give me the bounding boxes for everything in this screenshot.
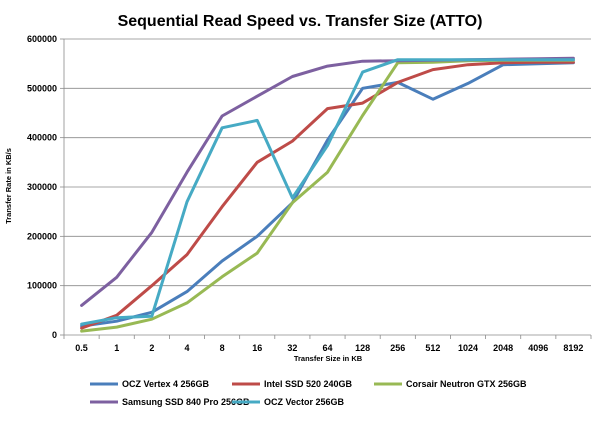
x-tick-label: 0.5: [75, 343, 88, 353]
y-tick-label: 600000: [27, 34, 57, 44]
x-tick-label: 8192: [563, 343, 583, 353]
x-tick-label: 1024: [458, 343, 478, 353]
y-tick-label: 100000: [27, 281, 57, 291]
y-axis-title: Transfer Rate in KB/s: [4, 148, 13, 224]
legend-item: OCZ Vertex 4 256GB: [90, 379, 210, 389]
series-line-0: [80, 61, 575, 328]
legend-item: OCZ Vector 256GB: [232, 397, 345, 407]
x-tick-label: 4: [184, 343, 189, 353]
x-tick-label: 256: [390, 343, 405, 353]
legend-label: Samsung SSD 840 Pro 256GB: [122, 397, 250, 407]
x-tick-label: 2048: [493, 343, 513, 353]
x-tick-label: 2: [149, 343, 154, 353]
y-tick-label: 0: [52, 330, 57, 340]
x-tick-label: 32: [287, 343, 297, 353]
x-tick-label: 128: [355, 343, 370, 353]
y-tick-label: 500000: [27, 83, 57, 93]
x-axis-title: Transfer Size in KB: [294, 354, 363, 363]
series-line-3: [80, 56, 575, 307]
y-tick-label: 200000: [27, 231, 57, 241]
x-tick-label: 16: [252, 343, 262, 353]
legend-label: Corsair Neutron GTX 256GB: [406, 379, 527, 389]
legend-label: OCZ Vector 256GB: [264, 397, 345, 407]
legend-label: OCZ Vertex 4 256GB: [122, 379, 210, 389]
y-tick-label: 300000: [27, 182, 57, 192]
x-tick-label: 512: [425, 343, 440, 353]
series-lines: [80, 56, 575, 333]
x-tick-label: 1: [114, 343, 119, 353]
chart-title: Sequential Read Speed vs. Transfer Size …: [118, 13, 483, 30]
gridlines: [60, 38, 591, 336]
legend-label: Intel SSD 520 240GB: [264, 379, 353, 389]
series-line-1: [80, 60, 575, 330]
legend-item: Intel SSD 520 240GB: [232, 379, 353, 389]
series-line-2: [80, 58, 575, 333]
x-tick-label: 4096: [528, 343, 548, 353]
axes: [63, 39, 592, 339]
legend-item: Samsung SSD 840 Pro 256GB: [90, 397, 250, 407]
y-tick-labels: 0 100000 200000 300000 400000 500000 600000: [27, 34, 57, 340]
series-line-4: [80, 58, 575, 326]
x-tick-label: 64: [322, 343, 332, 353]
y-tick-label: 400000: [27, 133, 57, 143]
x-tick-label: 8: [220, 343, 225, 353]
legend: OCZ Vertex 4 256GB Intel SSD 520 240GB Cor…: [90, 379, 527, 407]
x-tick-labels: 0.5 1 2 4 8 16 32 64 128 256 512 1024 2048 4096 8192: [75, 343, 583, 353]
legend-item: Corsair Neutron GTX 256GB: [374, 379, 527, 389]
